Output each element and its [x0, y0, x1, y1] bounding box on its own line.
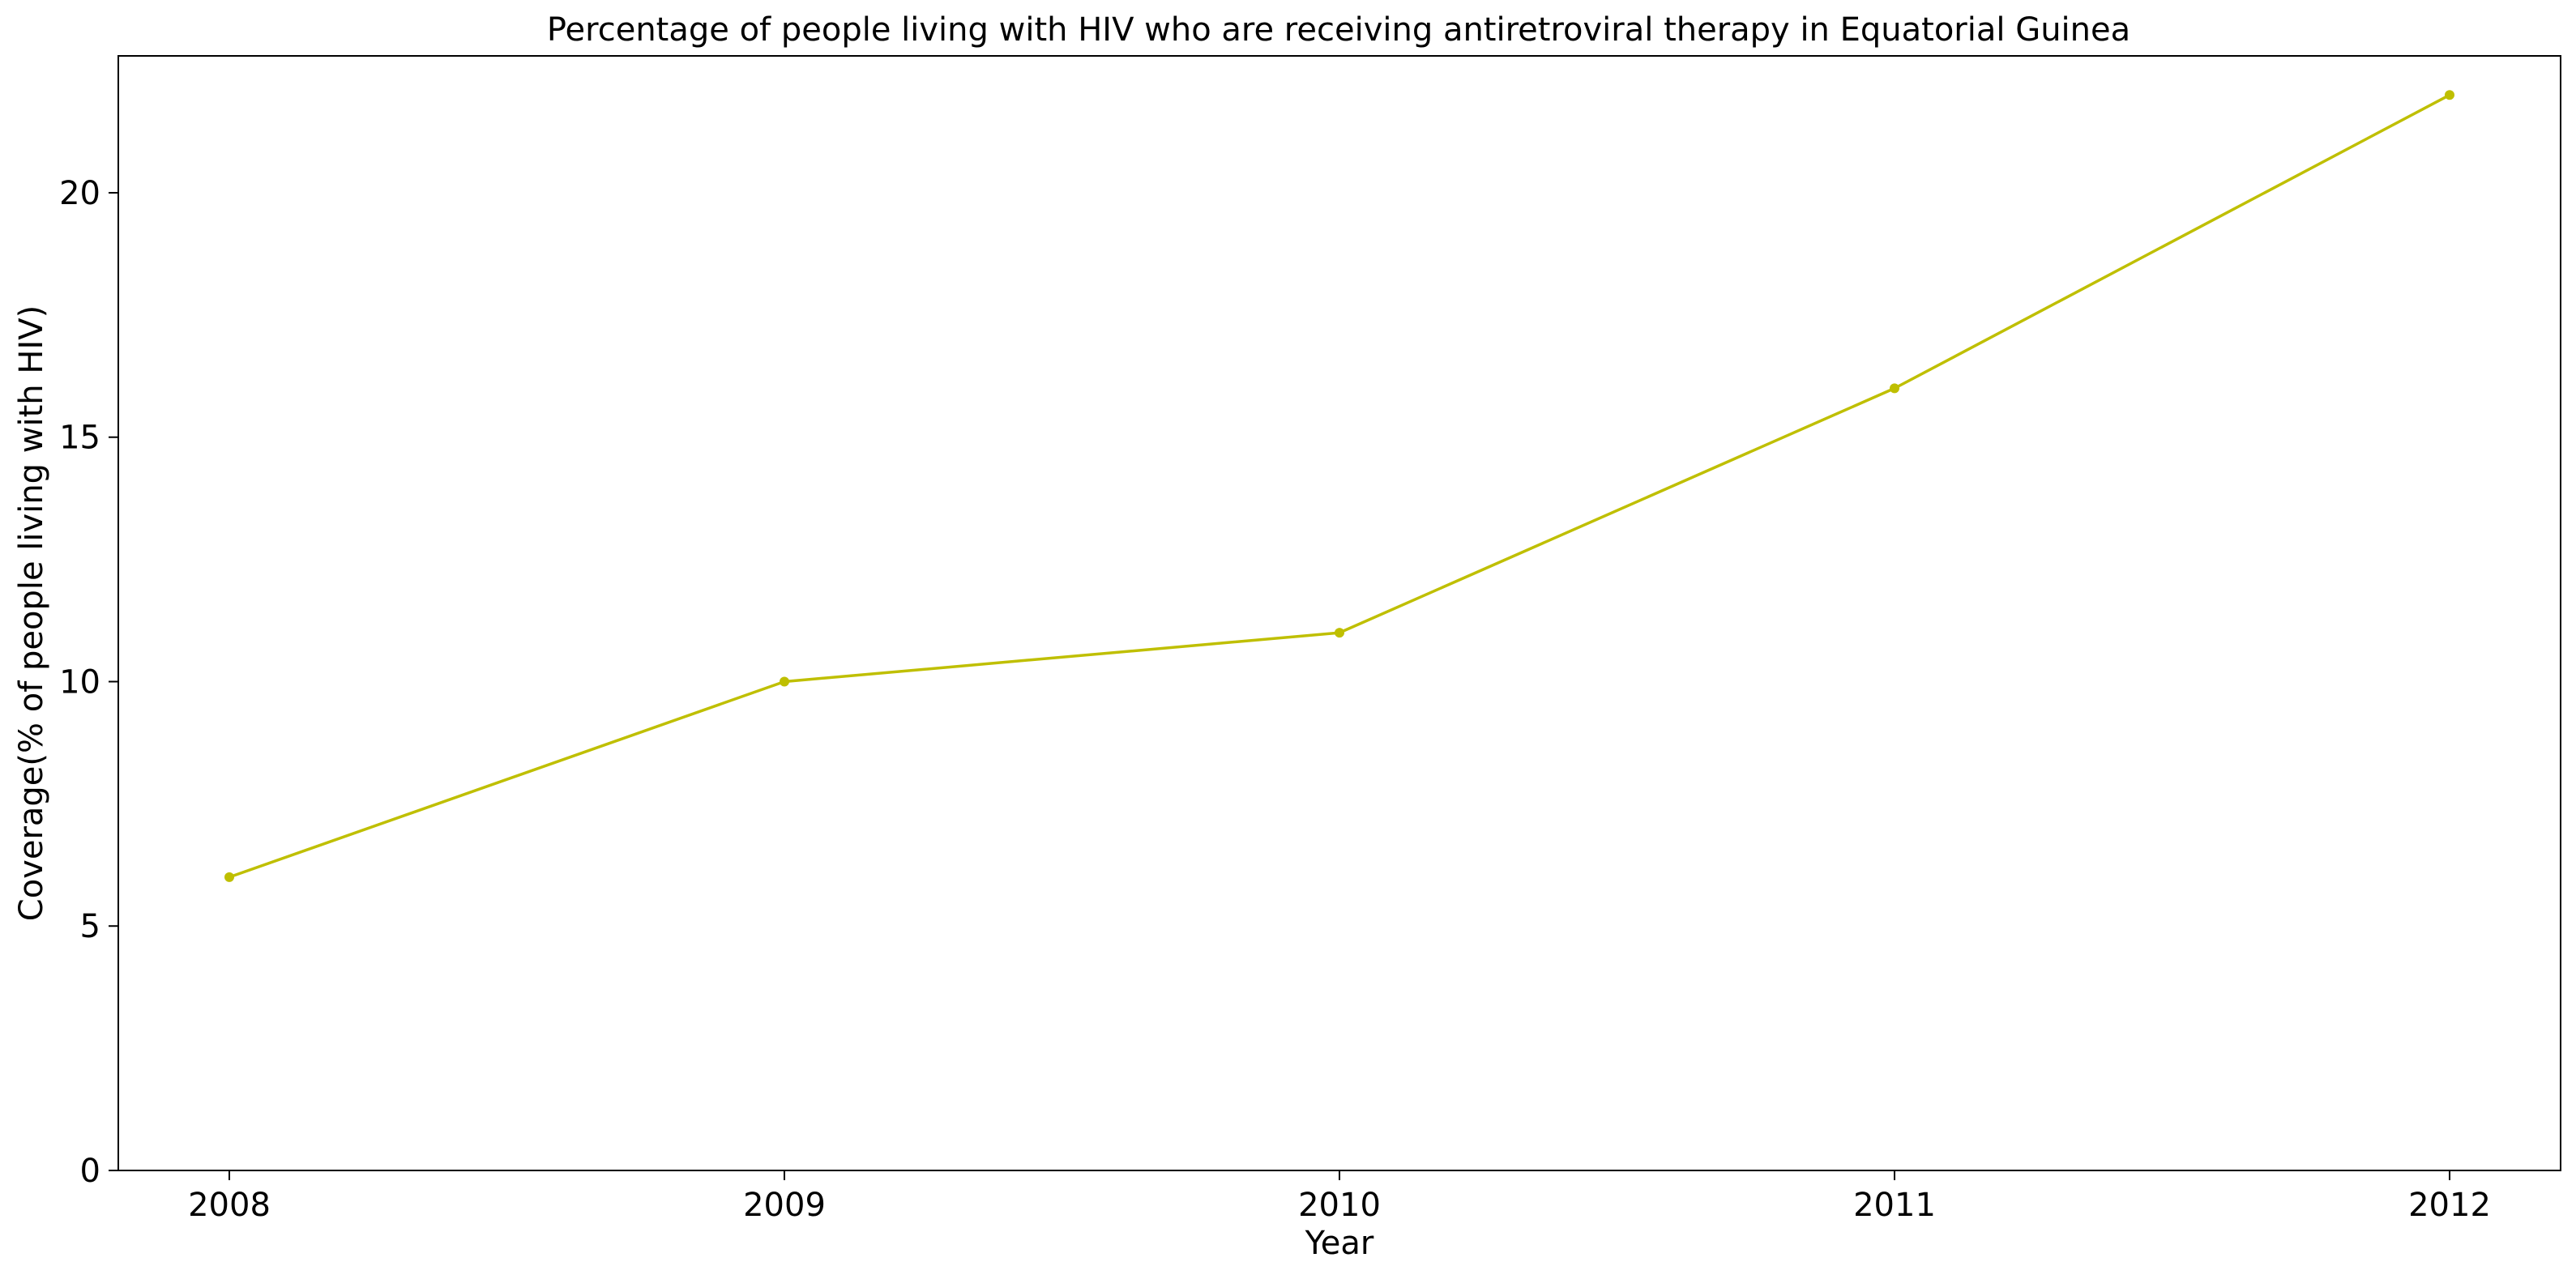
x-tick-label: 2009: [743, 1187, 826, 1224]
x-tick-label: 2011: [1853, 1187, 1936, 1224]
y-tick-label: 20: [59, 175, 100, 212]
y-tick-label: 15: [59, 420, 100, 457]
y-axis: 0 5 10 15 20: [59, 175, 118, 1190]
data-point-2012: [2445, 90, 2454, 100]
chart-title: Percentage of people living with HIV who…: [547, 11, 2130, 49]
series-layer: [224, 90, 2454, 882]
x-tick-label: 2012: [2408, 1187, 2491, 1224]
data-point-2009: [780, 676, 789, 687]
x-axis: 2008 2009 2010 2011 2012: [188, 1170, 2491, 1224]
x-tick-label: 2008: [188, 1187, 271, 1224]
x-axis-label: Year: [1305, 1225, 1374, 1262]
y-tick-label: 5: [80, 908, 100, 945]
y-tick-label: 10: [59, 663, 100, 701]
data-point-2008: [224, 872, 234, 882]
data-point-2010: [1335, 628, 1344, 638]
x-tick-label: 2010: [1298, 1187, 1381, 1224]
y-axis-label: Coverage(% of people living with HIV): [13, 305, 50, 921]
y-tick-label: 0: [80, 1153, 100, 1190]
data-point-2011: [1890, 383, 1899, 394]
